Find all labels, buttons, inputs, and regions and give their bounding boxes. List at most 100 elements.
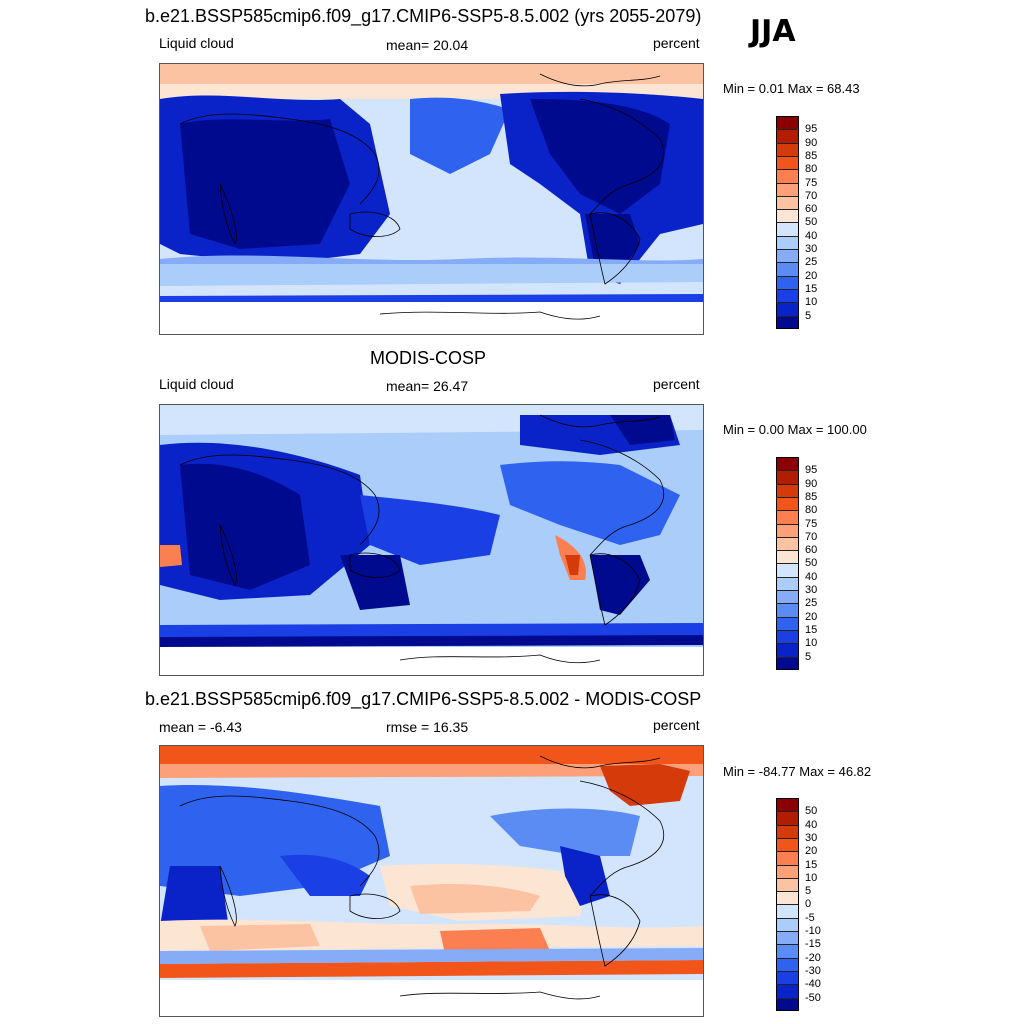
colorbar-tick-label: 25 bbox=[805, 256, 818, 269]
colorbar-tick-label: -50 bbox=[805, 991, 821, 1004]
colorbar-swatch bbox=[776, 590, 799, 604]
colorbar-swatch bbox=[776, 523, 799, 538]
colorbar-tick-label: 10 bbox=[805, 637, 818, 650]
colorbar-tick-label: 20 bbox=[805, 269, 818, 282]
colorbar-tick-label: 25 bbox=[805, 597, 818, 610]
colorbar-swatch bbox=[776, 209, 799, 223]
panel-2-colorbar: 95 90 85 80 75 70 60 50 40 30 25 20 15 10 5 bbox=[776, 457, 856, 671]
colorbar-tick-label: -10 bbox=[805, 925, 821, 937]
panel-1-title: b.e21.BSSP585cmip6.f09_g17.CMIP6-SSP5-8.… bbox=[145, 6, 702, 26]
colorbar-tick-label: 50 bbox=[805, 805, 818, 818]
panel-3-minmax-label: Min = -84.77 Max = 46.82 bbox=[723, 764, 872, 779]
colorbar-tick-label: 5 bbox=[805, 650, 812, 663]
colorbar-tick-label: 60 bbox=[805, 203, 818, 216]
panel-1-field bbox=[160, 64, 703, 334]
colorbar-swatch bbox=[776, 984, 799, 998]
panel-3-units-label: percent bbox=[653, 717, 700, 733]
colorbar-swatch bbox=[776, 957, 799, 972]
colorbar-swatch bbox=[776, 470, 799, 485]
colorbar-swatch bbox=[776, 811, 799, 826]
colorbar-swatch bbox=[776, 550, 799, 564]
colorbar-tick-label: 75 bbox=[805, 176, 818, 189]
panel-2-units-label: percent bbox=[653, 376, 700, 392]
colorbar-swatch bbox=[776, 302, 799, 316]
panel-1-variable-label: Liquid cloud bbox=[159, 35, 234, 51]
colorbar-tick-label: 90 bbox=[805, 477, 818, 490]
panel-1-minmax-label: Min = 0.01 Max = 68.43 bbox=[723, 81, 860, 96]
panel-2-map bbox=[159, 404, 704, 676]
colorbar-swatch bbox=[776, 222, 799, 237]
colorbar-swatch bbox=[776, 195, 799, 210]
colorbar-tick-label: 50 bbox=[805, 216, 818, 229]
colorbar-swatch bbox=[776, 129, 799, 144]
colorbar-tick-label: 15 bbox=[805, 858, 818, 871]
colorbar-tick-label: 95 bbox=[805, 464, 818, 477]
colorbar-tick-label: 10 bbox=[805, 296, 818, 309]
season-label: JJA bbox=[750, 14, 796, 49]
colorbar-swatch bbox=[776, 603, 799, 618]
colorbar-swatch bbox=[776, 643, 799, 657]
colorbar-swatch bbox=[776, 563, 799, 578]
panel-3-map bbox=[159, 745, 704, 1017]
colorbar-swatch bbox=[776, 837, 799, 852]
colorbar-tick-label: -30 bbox=[805, 964, 821, 977]
colorbar-swatch bbox=[776, 891, 799, 905]
colorbar-swatch bbox=[776, 970, 799, 985]
colorbar-swatch bbox=[776, 496, 799, 511]
colorbar-swatch bbox=[776, 904, 799, 919]
colorbar-tick-label: 80 bbox=[805, 163, 818, 176]
colorbar-swatch bbox=[776, 457, 799, 471]
colorbar-swatch bbox=[776, 116, 799, 130]
colorbar-swatch bbox=[776, 931, 799, 945]
colorbar-swatch bbox=[776, 288, 799, 303]
colorbar-tick-label: 30 bbox=[805, 831, 818, 844]
colorbar-tick-label: 75 bbox=[805, 517, 818, 530]
colorbar-tick-label: 40 bbox=[805, 570, 818, 583]
colorbar-tick-label: 40 bbox=[805, 229, 818, 242]
colorbar-swatch bbox=[776, 155, 799, 170]
colorbar-tick-label: 60 bbox=[805, 544, 818, 557]
panel-1-colorbar: 95 90 85 80 75 70 60 50 40 30 25 20 15 10 5 bbox=[776, 116, 856, 330]
colorbar-swatch bbox=[776, 536, 799, 551]
colorbar-tick-label: 70 bbox=[805, 530, 818, 543]
colorbar-swatch bbox=[776, 864, 799, 879]
panel-1-units-label: percent bbox=[653, 35, 700, 51]
panel-3-title: b.e21.BSSP585cmip6.f09_g17.CMIP6-SSP5-8.… bbox=[145, 689, 702, 709]
colorbar-tick-label: 10 bbox=[805, 871, 818, 884]
colorbar-swatch bbox=[776, 235, 799, 250]
colorbar-swatch bbox=[776, 262, 799, 277]
colorbar-swatch bbox=[776, 877, 799, 892]
colorbar-tick-label: 40 bbox=[805, 818, 818, 831]
colorbar-swatch bbox=[776, 917, 799, 932]
colorbar-swatch bbox=[776, 616, 799, 631]
colorbar-tick-label: 30 bbox=[805, 584, 818, 596]
colorbar-tick-label: 0 bbox=[805, 898, 812, 911]
panel-2-title: MODIS-COSP bbox=[370, 348, 487, 368]
colorbar-tick-label: 50 bbox=[805, 557, 818, 570]
panel-3-colorbar: 50 40 30 20 15 10 5 0 -5 -10 -15 -20 -30 -40 -50 bbox=[776, 798, 856, 1012]
colorbar-tick-label: 95 bbox=[805, 123, 818, 136]
colorbar-tick-label: 70 bbox=[805, 189, 818, 202]
colorbar-tick-label: 5 bbox=[805, 885, 812, 898]
panel-3-rmse-label: rmse = 16.35 bbox=[386, 719, 469, 735]
colorbar-tick-label: 15 bbox=[805, 623, 818, 636]
colorbar-tick-label: 85 bbox=[805, 490, 818, 503]
colorbar-tick-label: -15 bbox=[805, 938, 821, 951]
colorbar-swatch bbox=[776, 142, 799, 157]
panel-2-minmax-label: Min = 0.00 Max = 100.00 bbox=[723, 422, 867, 437]
panel-2-mean-label: mean= 26.47 bbox=[386, 378, 469, 394]
colorbar-tick-label: 30 bbox=[805, 243, 818, 255]
colorbar-swatch bbox=[776, 798, 799, 812]
colorbar-swatch bbox=[776, 997, 799, 1012]
colorbar-tick-label: 20 bbox=[805, 845, 818, 858]
panel-3-mean-label: mean = -6.43 bbox=[159, 719, 242, 735]
colorbar-swatch bbox=[776, 576, 799, 591]
panel-3-coastlines bbox=[179, 755, 665, 1000]
colorbar-tick-label: 90 bbox=[805, 136, 818, 149]
colorbar-swatch bbox=[776, 824, 799, 839]
panel-3-field bbox=[160, 746, 703, 1016]
colorbar-swatch bbox=[776, 851, 799, 865]
panel-1-map bbox=[159, 63, 704, 335]
colorbar-swatch bbox=[776, 656, 799, 671]
colorbar-tick-label: 5 bbox=[805, 309, 812, 322]
